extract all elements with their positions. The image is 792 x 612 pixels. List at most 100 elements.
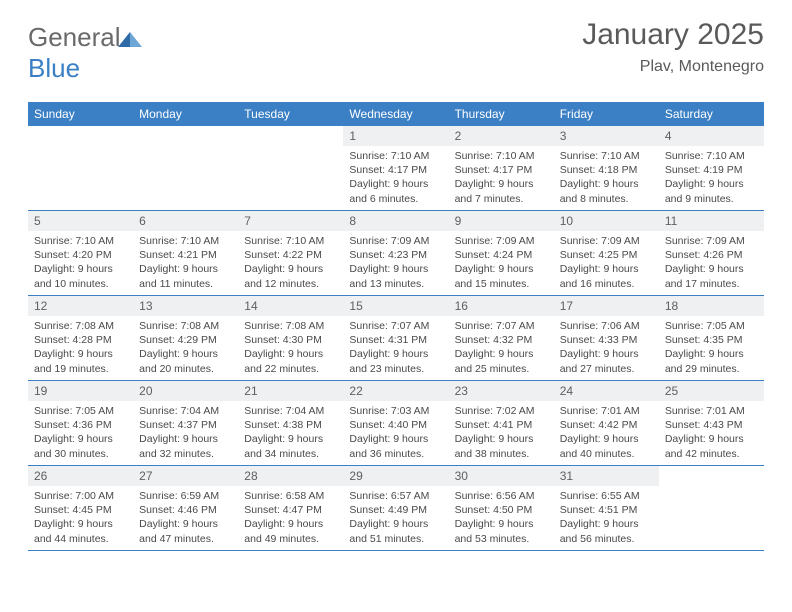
sunrise-text: Sunrise: 7:08 AM (244, 319, 337, 333)
day-number: 31 (554, 466, 659, 486)
day-body: Sunrise: 7:01 AMSunset: 4:43 PMDaylight:… (659, 401, 764, 465)
day-header-row: SundayMondayTuesdayWednesdayThursdayFrid… (28, 102, 764, 126)
day-cell: 1Sunrise: 7:10 AMSunset: 4:17 PMDaylight… (343, 126, 448, 210)
sunset-text: Sunset: 4:19 PM (665, 163, 758, 177)
daylight-text: Daylight: 9 hours and 51 minutes. (349, 517, 442, 545)
daylight-text: Daylight: 9 hours and 25 minutes. (455, 347, 548, 375)
day-cell: 23Sunrise: 7:02 AMSunset: 4:41 PMDayligh… (449, 381, 554, 465)
sunrise-text: Sunrise: 7:07 AM (455, 319, 548, 333)
daylight-text: Daylight: 9 hours and 11 minutes. (139, 262, 232, 290)
day-cell: 8 Sunrise: 7:09 AMSunset: 4:23 PMDaylight… (343, 211, 448, 295)
day-number: 3 (554, 126, 659, 146)
day-body: Sunrise: 6:58 AMSunset: 4:47 PMDaylight:… (238, 486, 343, 550)
sunset-text: Sunset: 4:49 PM (349, 503, 442, 517)
day-cell: 7Sunrise: 7:10 AMSunset: 4:22 PMDaylight… (238, 211, 343, 295)
day-cell: 26Sunrise: 7:00 AMSunset: 4:45 PMDayligh… (28, 466, 133, 550)
sunset-text: Sunset: 4:38 PM (244, 418, 337, 432)
day-cell: 20Sunrise: 7:04 AMSunset: 4:37 PMDayligh… (133, 381, 238, 465)
daylight-text: Daylight: 9 hours and 17 minutes. (665, 262, 758, 290)
logo-icon (121, 22, 143, 52)
day-cell: 17Sunrise: 7:06 AMSunset: 4:33 PMDayligh… (554, 296, 659, 380)
sunset-text: Sunset: 4:32 PM (455, 333, 548, 347)
sunrise-text: Sunrise: 7:10 AM (34, 234, 127, 248)
day-body: Sunrise: 7:10 AMSunset: 4:18 PMDaylight:… (554, 146, 659, 210)
day-header: Sunday (28, 102, 133, 126)
day-cell: 16Sunrise: 7:07 AMSunset: 4:32 PMDayligh… (449, 296, 554, 380)
day-cell: 30Sunrise: 6:56 AMSunset: 4:50 PMDayligh… (449, 466, 554, 550)
day-cell: 10Sunrise: 7:09 AMSunset: 4:25 PMDayligh… (554, 211, 659, 295)
day-number: 9 (449, 211, 554, 231)
sunrise-text: Sunrise: 7:10 AM (455, 149, 548, 163)
week-row: 12Sunrise: 7:08 AMSunset: 4:28 PMDayligh… (28, 296, 764, 381)
day-body: Sunrise: 7:10 AMSunset: 4:21 PMDaylight:… (133, 231, 238, 295)
daylight-text: Daylight: 9 hours and 40 minutes. (560, 432, 653, 460)
sunrise-text: Sunrise: 7:10 AM (244, 234, 337, 248)
day-number: 17 (554, 296, 659, 316)
sunset-text: Sunset: 4:17 PM (349, 163, 442, 177)
day-body: Sunrise: 7:08 AMSunset: 4:29 PMDaylight:… (133, 316, 238, 380)
sunset-text: Sunset: 4:24 PM (455, 248, 548, 262)
day-number: 7 (238, 211, 343, 231)
sunset-text: Sunset: 4:25 PM (560, 248, 653, 262)
day-cell: 5Sunrise: 7:10 AMSunset: 4:20 PMDaylight… (28, 211, 133, 295)
day-number: 21 (238, 381, 343, 401)
day-body: Sunrise: 6:56 AMSunset: 4:50 PMDaylight:… (449, 486, 554, 550)
sunset-text: Sunset: 4:31 PM (349, 333, 442, 347)
sunrise-text: Sunrise: 7:02 AM (455, 404, 548, 418)
sunrise-text: Sunrise: 7:07 AM (349, 319, 442, 333)
day-body: Sunrise: 7:08 AMSunset: 4:30 PMDaylight:… (238, 316, 343, 380)
sunset-text: Sunset: 4:47 PM (244, 503, 337, 517)
sunset-text: Sunset: 4:35 PM (665, 333, 758, 347)
logo: General Blue (28, 22, 143, 84)
day-body: Sunrise: 7:04 AMSunset: 4:38 PMDaylight:… (238, 401, 343, 465)
day-number: 8 (343, 211, 448, 231)
daylight-text: Daylight: 9 hours and 30 minutes. (34, 432, 127, 460)
daylight-text: Daylight: 9 hours and 38 minutes. (455, 432, 548, 460)
sunrise-text: Sunrise: 7:09 AM (349, 234, 442, 248)
day-cell: 19Sunrise: 7:05 AMSunset: 4:36 PMDayligh… (28, 381, 133, 465)
day-body (659, 486, 764, 493)
day-number: 27 (133, 466, 238, 486)
day-cell: 31Sunrise: 6:55 AMSunset: 4:51 PMDayligh… (554, 466, 659, 550)
day-number: 30 (449, 466, 554, 486)
sunrise-text: Sunrise: 7:08 AM (34, 319, 127, 333)
day-number: 13 (133, 296, 238, 316)
sunrise-text: Sunrise: 7:01 AM (560, 404, 653, 418)
sunset-text: Sunset: 4:51 PM (560, 503, 653, 517)
day-cell: 9Sunrise: 7:09 AMSunset: 4:24 PMDaylight… (449, 211, 554, 295)
logo-text-1: General (28, 22, 121, 52)
weeks: 1Sunrise: 7:10 AMSunset: 4:17 PMDaylight… (28, 126, 764, 551)
daylight-text: Daylight: 9 hours and 6 minutes. (349, 177, 442, 205)
sunrise-text: Sunrise: 7:08 AM (139, 319, 232, 333)
sunrise-text: Sunrise: 6:55 AM (560, 489, 653, 503)
day-cell: 12Sunrise: 7:08 AMSunset: 4:28 PMDayligh… (28, 296, 133, 380)
day-body: Sunrise: 6:55 AMSunset: 4:51 PMDaylight:… (554, 486, 659, 550)
sunrise-text: Sunrise: 6:56 AM (455, 489, 548, 503)
day-cell (133, 126, 238, 210)
daylight-text: Daylight: 9 hours and 9 minutes. (665, 177, 758, 205)
day-body: Sunrise: 7:10 AMSunset: 4:20 PMDaylight:… (28, 231, 133, 295)
day-body (28, 146, 133, 153)
sunset-text: Sunset: 4:17 PM (455, 163, 548, 177)
day-cell: 24Sunrise: 7:01 AMSunset: 4:42 PMDayligh… (554, 381, 659, 465)
sunrise-text: Sunrise: 7:05 AM (34, 404, 127, 418)
day-body: Sunrise: 7:05 AMSunset: 4:36 PMDaylight:… (28, 401, 133, 465)
day-cell: 18Sunrise: 7:05 AMSunset: 4:35 PMDayligh… (659, 296, 764, 380)
day-header: Saturday (659, 102, 764, 126)
sunset-text: Sunset: 4:42 PM (560, 418, 653, 432)
day-body: Sunrise: 7:10 AMSunset: 4:17 PMDaylight:… (343, 146, 448, 210)
sunset-text: Sunset: 4:20 PM (34, 248, 127, 262)
sunrise-text: Sunrise: 7:04 AM (244, 404, 337, 418)
sunset-text: Sunset: 4:29 PM (139, 333, 232, 347)
daylight-text: Daylight: 9 hours and 47 minutes. (139, 517, 232, 545)
daylight-text: Daylight: 9 hours and 13 minutes. (349, 262, 442, 290)
day-number: 29 (343, 466, 448, 486)
day-body: Sunrise: 7:05 AMSunset: 4:35 PMDaylight:… (659, 316, 764, 380)
day-body: Sunrise: 7:08 AMSunset: 4:28 PMDaylight:… (28, 316, 133, 380)
calendar: SundayMondayTuesdayWednesdayThursdayFrid… (28, 102, 764, 551)
sunset-text: Sunset: 4:23 PM (349, 248, 442, 262)
day-body (238, 146, 343, 153)
day-number: 22 (343, 381, 448, 401)
sunrise-text: Sunrise: 7:01 AM (665, 404, 758, 418)
sunset-text: Sunset: 4:26 PM (665, 248, 758, 262)
